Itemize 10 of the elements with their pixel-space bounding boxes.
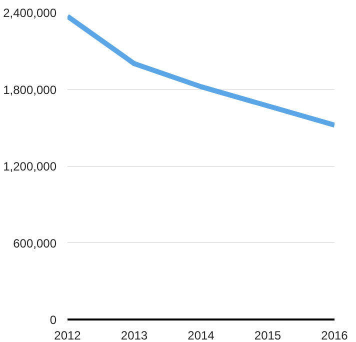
y-tick-label: 2,400,000 (3, 6, 57, 20)
x-tick-label: 2015 (254, 328, 282, 342)
y-tick-label: 1,200,000 (3, 160, 57, 174)
x-tick-label: 2012 (54, 328, 82, 342)
x-tick-label: 2014 (188, 328, 215, 342)
x-tick-label: 2013 (120, 328, 148, 342)
y-tick-label: 0 (50, 313, 57, 327)
y-tick-label: 1,800,000 (3, 82, 57, 97)
x-tick-label: 2016 (321, 328, 348, 342)
y-tick-label: 600,000 (13, 236, 57, 250)
